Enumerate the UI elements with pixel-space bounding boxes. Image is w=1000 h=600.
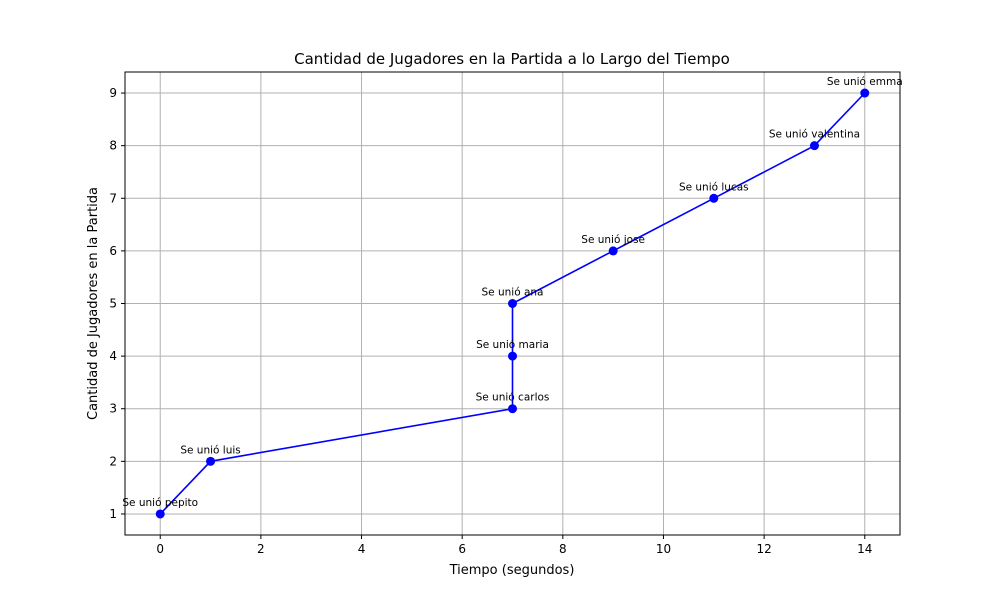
series-layer [155, 88, 870, 519]
y-tick-label: 4 [109, 349, 117, 363]
y-tick-label: 3 [109, 402, 117, 416]
x-tick-label: 4 [358, 542, 366, 556]
y-tick-label: 7 [109, 191, 117, 205]
x-tick-label: 2 [257, 542, 265, 556]
data-annotation: Se unió emma [827, 76, 903, 88]
y-tick-label: 2 [109, 454, 117, 468]
data-point [206, 456, 216, 466]
data-annotation: Se unió maria [476, 339, 549, 351]
chart-title: Cantidad de Jugadores en la Partida a lo… [294, 50, 730, 68]
data-annotation: Se unió valentina [769, 129, 860, 141]
data-annotation: Se unió carlos [476, 392, 550, 404]
data-point [508, 351, 517, 361]
data-point [809, 141, 819, 151]
y-axis-label: Cantidad de Jugadores en la Partida [86, 187, 101, 420]
data-annotation: Se unió jose [581, 234, 645, 246]
data-point [155, 509, 165, 519]
data-point [608, 246, 618, 256]
x-tick-label: 14 [857, 542, 872, 556]
data-point [709, 193, 719, 203]
data-annotation: Se unió pepito [122, 497, 198, 509]
data-annotation: Se unió ana [482, 287, 544, 299]
y-tick-label: 6 [109, 244, 117, 258]
x-tick-label: 10 [656, 542, 671, 556]
x-axis-label: Tiempo (segundos) [449, 563, 575, 578]
y-tick-label: 8 [109, 139, 117, 153]
data-annotation: Se unió luis [180, 444, 240, 456]
x-tick-label: 8 [559, 542, 567, 556]
annotation-layer: Se unió pepito Se unió luis Se unió carlos… [122, 76, 902, 509]
x-tick-label: 12 [756, 542, 771, 556]
y-tick-label: 9 [109, 86, 117, 100]
x-tick-label: 6 [458, 542, 466, 556]
x-tick-label: 0 [156, 542, 164, 556]
data-point [860, 88, 870, 98]
data-point [508, 299, 517, 308]
y-tick-label: 5 [109, 297, 117, 311]
data-point [508, 404, 517, 414]
y-tick-label: 1 [109, 507, 117, 521]
data-annotation: Se unió lucas [679, 181, 749, 193]
